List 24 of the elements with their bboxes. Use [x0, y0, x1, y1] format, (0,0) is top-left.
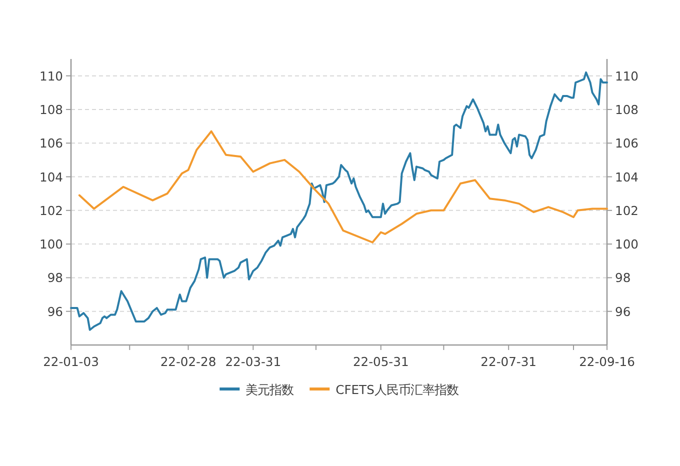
y-tick-label: 96	[47, 304, 64, 319]
legend-label: CFETS人民币汇率指数	[336, 383, 458, 397]
x-tick-label: 22-03-31	[225, 355, 282, 369]
y2-tick-label: 102	[615, 204, 638, 218]
y-tick-label: 104	[40, 170, 64, 184]
legend-label: 美元指数	[246, 383, 294, 397]
x-tick-label: 22-01-03	[43, 355, 99, 369]
y2-tick-label: 100	[615, 238, 638, 252]
y-tick-label: 106	[40, 136, 64, 151]
y2-tick-label: 108	[615, 102, 638, 117]
y2-tick-label: 106	[615, 136, 639, 151]
y-tick-label: 110	[40, 69, 63, 84]
x-tick-label: 22-05-31	[352, 355, 409, 369]
y2-tick-label: 98	[615, 271, 631, 286]
y-tick-label: 100	[40, 238, 63, 252]
y2-tick-label: 104	[615, 170, 639, 184]
y2-tick-label: 96	[615, 304, 631, 319]
y2-tick-label: 110	[615, 69, 638, 84]
x-tick-label: 22-02-28	[160, 355, 216, 369]
y-tick-label: 98	[47, 271, 63, 286]
y-tick-label: 108	[40, 102, 63, 117]
x-tick-label: 22-09-16	[579, 355, 636, 369]
x-tick-label: 22-07-31	[480, 355, 537, 369]
y-tick-label: 102	[40, 204, 63, 218]
